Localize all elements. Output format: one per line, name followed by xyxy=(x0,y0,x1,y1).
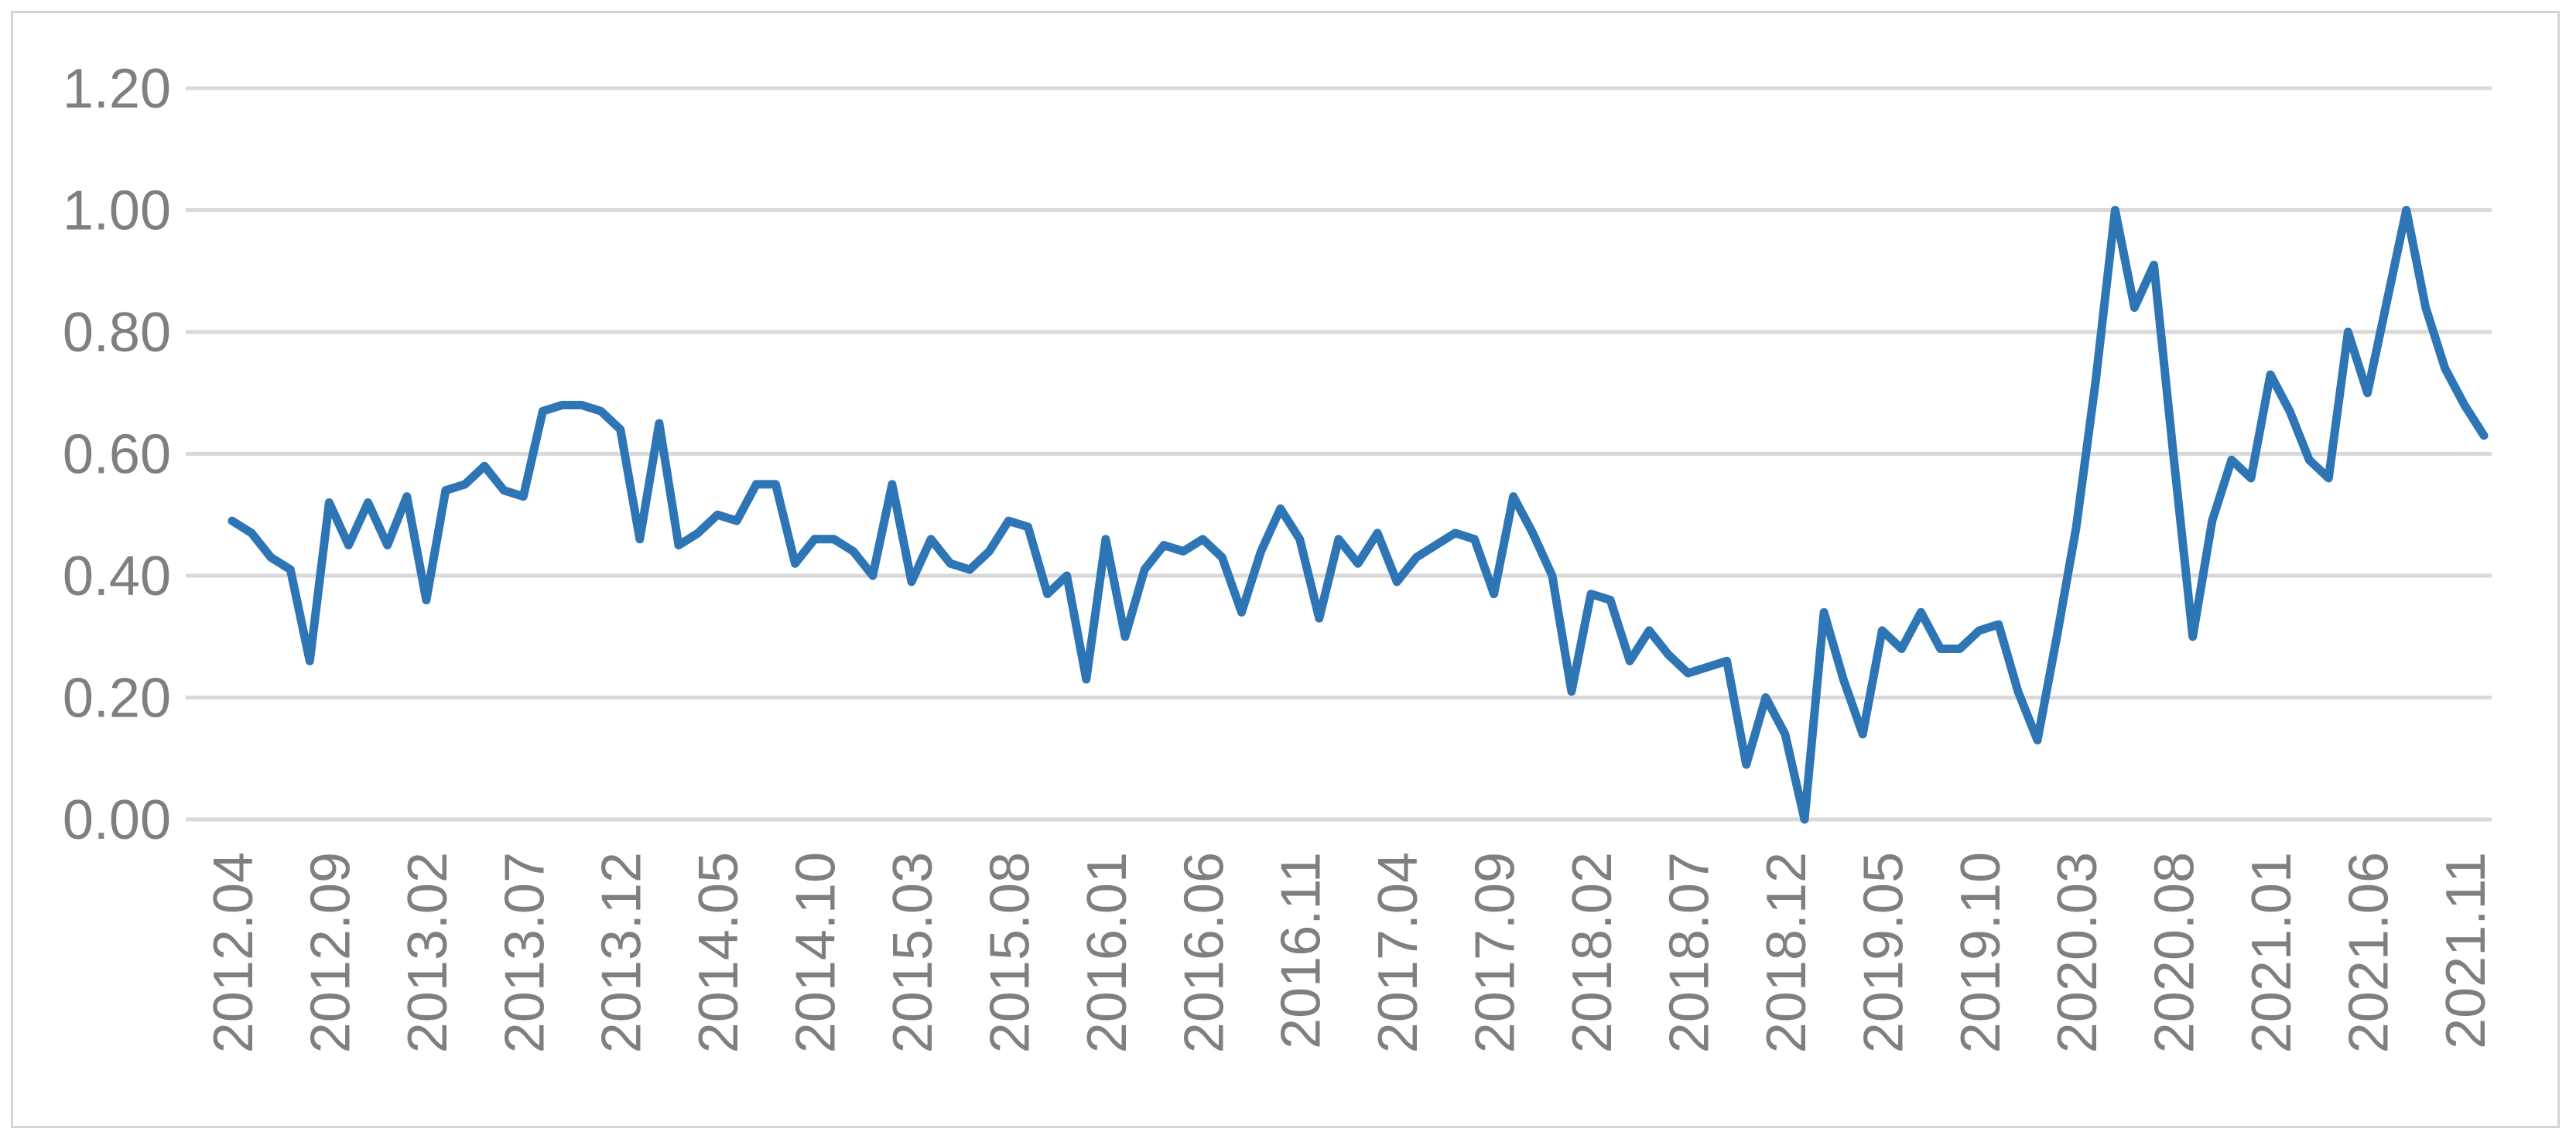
y-axis-tick-label: 0.80 xyxy=(63,302,171,364)
x-axis-tick-label: 2015.08 xyxy=(979,852,1041,1053)
x-axis-tick-label: 2016.11 xyxy=(1271,852,1332,1049)
x-axis-tick-label: 2012.04 xyxy=(203,852,265,1053)
x-axis-tick-label: 2018.07 xyxy=(1658,852,1720,1053)
x-axis-tick-label: 2021.01 xyxy=(2241,852,2303,1053)
x-axis-tick-label: 2020.08 xyxy=(2144,852,2206,1053)
x-axis-tick-label: 2017.09 xyxy=(1465,852,1527,1053)
y-axis-tick-label: 1.20 xyxy=(63,58,171,120)
x-axis-tick-label: 2019.05 xyxy=(1852,852,1914,1053)
line-chart: 0.00 0.20 0.40 0.60 0.80 1.00 1.20 2012.04 2012.… xyxy=(63,58,2497,1053)
x-axis-tick-label: 2016.06 xyxy=(1173,852,1235,1053)
x-axis-tick-label: 2020.03 xyxy=(2047,852,2109,1053)
x-axis-tick-label: 2014.10 xyxy=(785,852,847,1053)
chart-frame: 0.00 0.20 0.40 0.60 0.80 1.00 1.20 2012.04 2012.… xyxy=(11,11,2560,1128)
x-axis-tick-label: 2012.09 xyxy=(299,852,361,1053)
y-axis-tick-label: 0.00 xyxy=(63,789,171,851)
y-axis-tick-label: 0.60 xyxy=(63,424,171,486)
y-axis-tick-label: 0.40 xyxy=(63,546,171,607)
y-axis-tick-label: 1.00 xyxy=(63,180,171,242)
x-axis-tick-label: 2018.02 xyxy=(1562,852,1623,1053)
x-axis-tick-label: 2013.12 xyxy=(591,852,653,1053)
x-axis-tick-label: 2014.05 xyxy=(688,852,750,1053)
x-axis-tick-label: 2013.02 xyxy=(397,852,459,1053)
y-axis-tick-label: 0.20 xyxy=(63,668,171,730)
x-axis-tick-label: 2016.01 xyxy=(1076,852,1138,1053)
x-axis-tick-label: 2013.07 xyxy=(494,852,556,1053)
x-axis-tick-label: 2019.10 xyxy=(1950,852,2012,1053)
x-axis-tick-label: 2017.04 xyxy=(1367,852,1429,1053)
x-axis-tick-label: 2021.11 xyxy=(2435,852,2497,1049)
x-axis-tick-label: 2021.06 xyxy=(2338,852,2400,1053)
data-series-line xyxy=(227,206,2489,824)
x-axis-tick-label: 2015.03 xyxy=(882,852,944,1053)
x-axis-tick-label: 2018.12 xyxy=(1756,852,1818,1053)
